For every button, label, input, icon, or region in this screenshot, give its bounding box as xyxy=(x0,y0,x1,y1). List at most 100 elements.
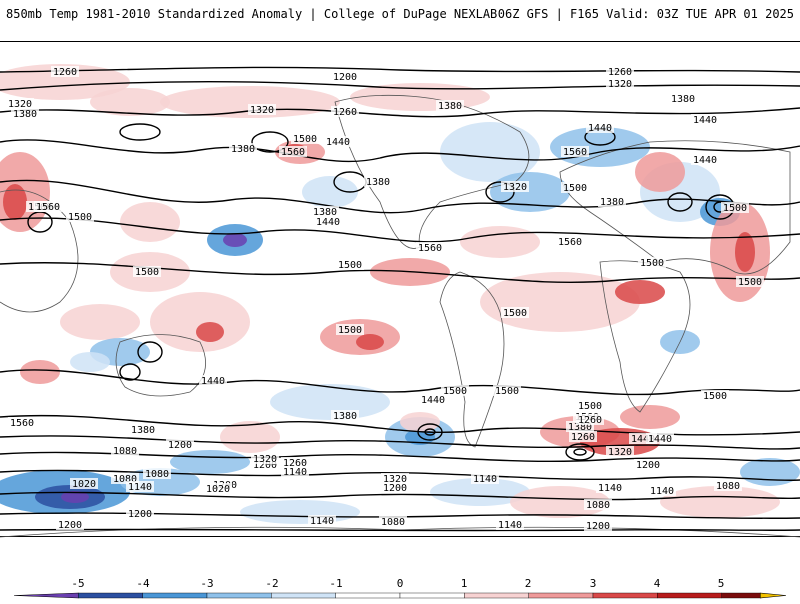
colorbar-low-arrow xyxy=(13,592,79,599)
contour-label-bg xyxy=(279,146,307,157)
contour-label-text: 1440 xyxy=(316,217,340,228)
colorbar-segment xyxy=(142,592,208,599)
contour-label-text: 1140 xyxy=(650,486,674,497)
contour-label: 1500 xyxy=(336,324,364,336)
contour-label-bg xyxy=(314,216,342,227)
contour-label-bg xyxy=(281,457,309,468)
contour-label-bg xyxy=(669,93,697,104)
colorbar-tick-label: 3 xyxy=(590,577,597,590)
contour-label: 1380 xyxy=(11,108,39,120)
contour-label-text: 1200 xyxy=(333,72,357,83)
contour-label-bg xyxy=(634,459,662,470)
contour-label-bg xyxy=(496,519,524,530)
contour-label: 1080 xyxy=(111,473,139,485)
contour-label: 1500 xyxy=(721,202,749,214)
contour-label-bg xyxy=(436,100,464,111)
contour-label-bg xyxy=(561,146,589,157)
contour-label: 1260 xyxy=(606,66,634,78)
contour-label-text: 1200 xyxy=(58,520,82,531)
contour-label-bg xyxy=(691,114,719,125)
colorbar-canvas: -5 -4 -3 -2 -1 0 1 2 3 4 5 xyxy=(13,577,787,599)
contour-label-text: 1080 xyxy=(586,500,610,511)
contour-label-text: 1200 xyxy=(586,521,610,532)
contour-label: 1380 xyxy=(669,93,697,105)
contour-loop xyxy=(137,341,163,363)
contour-line xyxy=(0,451,800,463)
anomaly-patch xyxy=(735,232,755,272)
contour-label-text: 1380 xyxy=(313,207,337,218)
contour-label: 1080 xyxy=(143,468,171,480)
contour-label-text: 1200 xyxy=(128,509,152,520)
contour-label-bg xyxy=(556,236,584,247)
contour-line xyxy=(0,217,800,243)
contour-label-bg xyxy=(576,414,604,425)
contour-label-text: 1260 xyxy=(333,107,357,118)
contour-label: 1500 xyxy=(336,259,364,271)
colorbar-tick-label: -5 xyxy=(71,577,84,590)
contour-loop xyxy=(417,423,443,441)
colorbar-tick-label: 0 xyxy=(397,577,404,590)
contour-label: 1440 xyxy=(324,136,352,148)
contour-label-text: 1500 xyxy=(640,258,664,269)
contour-label-text: 1380 xyxy=(438,101,462,112)
anomaly-patch xyxy=(660,486,780,518)
contour-label: 1140 xyxy=(648,485,676,497)
contour-label: 1080 xyxy=(584,499,612,511)
contour-label-bg xyxy=(129,424,157,435)
contour-label-bg xyxy=(701,390,729,401)
colorbar-segment xyxy=(464,592,529,599)
colorbar-segment xyxy=(78,592,143,599)
contour-label-bg xyxy=(291,133,319,144)
contour-label: 1440 xyxy=(629,433,657,445)
contour-label: 1200 xyxy=(634,459,662,471)
contour-label: 1380 xyxy=(311,206,339,218)
contour-label-text: 1380 xyxy=(231,144,255,155)
anomaly-patch xyxy=(400,412,440,432)
contour-label-bg xyxy=(714,480,742,491)
contour-label: 1440 xyxy=(314,216,342,228)
contour-label-text: 1500 xyxy=(578,401,602,412)
contour-label-bg xyxy=(381,482,409,493)
contour-label-text: 1500 xyxy=(293,134,317,145)
contour-line xyxy=(0,528,800,532)
contour-label-bg xyxy=(331,410,359,421)
contour-label: 1320 xyxy=(501,181,529,193)
contour-label-text: 1440 xyxy=(421,395,445,406)
contour-label-bg xyxy=(66,211,94,222)
contour-loop xyxy=(565,443,595,461)
contour-label-bg xyxy=(379,516,407,527)
coastline xyxy=(334,94,530,249)
contour-label-text: 1560 xyxy=(281,147,305,158)
contour-label: 1440 xyxy=(646,433,674,445)
contour-label: 1260 xyxy=(51,66,79,78)
contour-loop xyxy=(119,363,141,381)
contour-label: 1440 xyxy=(419,394,447,406)
contour-label-text: 1200 xyxy=(383,483,407,494)
contour-loop xyxy=(251,131,289,153)
contour-label: 1080 xyxy=(111,445,139,457)
contour-label: 1200 xyxy=(381,482,409,494)
contour-label-text: 1260 xyxy=(283,458,307,469)
contour-loop xyxy=(573,448,587,456)
contour-label: 1200 xyxy=(331,71,359,83)
anomaly-patch xyxy=(60,304,140,340)
contour-label-text: 1560 xyxy=(36,202,60,213)
contour-label-text: 1500 xyxy=(738,277,762,288)
contour-label: 1080 xyxy=(379,516,407,528)
contour-label-text: 1080 xyxy=(381,517,405,528)
contour-label: 1380 xyxy=(129,424,157,436)
contour-label: 1500 xyxy=(561,182,589,194)
contour-label-text: 1080 xyxy=(113,474,137,485)
contour-label-bg xyxy=(691,154,719,165)
contour-label: 1260 xyxy=(576,414,604,426)
contour-label-text: 1560 xyxy=(10,418,34,429)
contour-label: 1140 xyxy=(471,473,499,485)
contour-label-bg xyxy=(143,468,171,479)
contour-label-bg xyxy=(364,176,392,187)
contour-label: 1320 xyxy=(251,453,279,465)
contour-label: 1380 xyxy=(331,410,359,422)
contour-label: 1140 xyxy=(308,515,336,527)
contour-label: 1200 xyxy=(584,520,612,532)
contour-label-text: 1440 xyxy=(648,434,672,445)
